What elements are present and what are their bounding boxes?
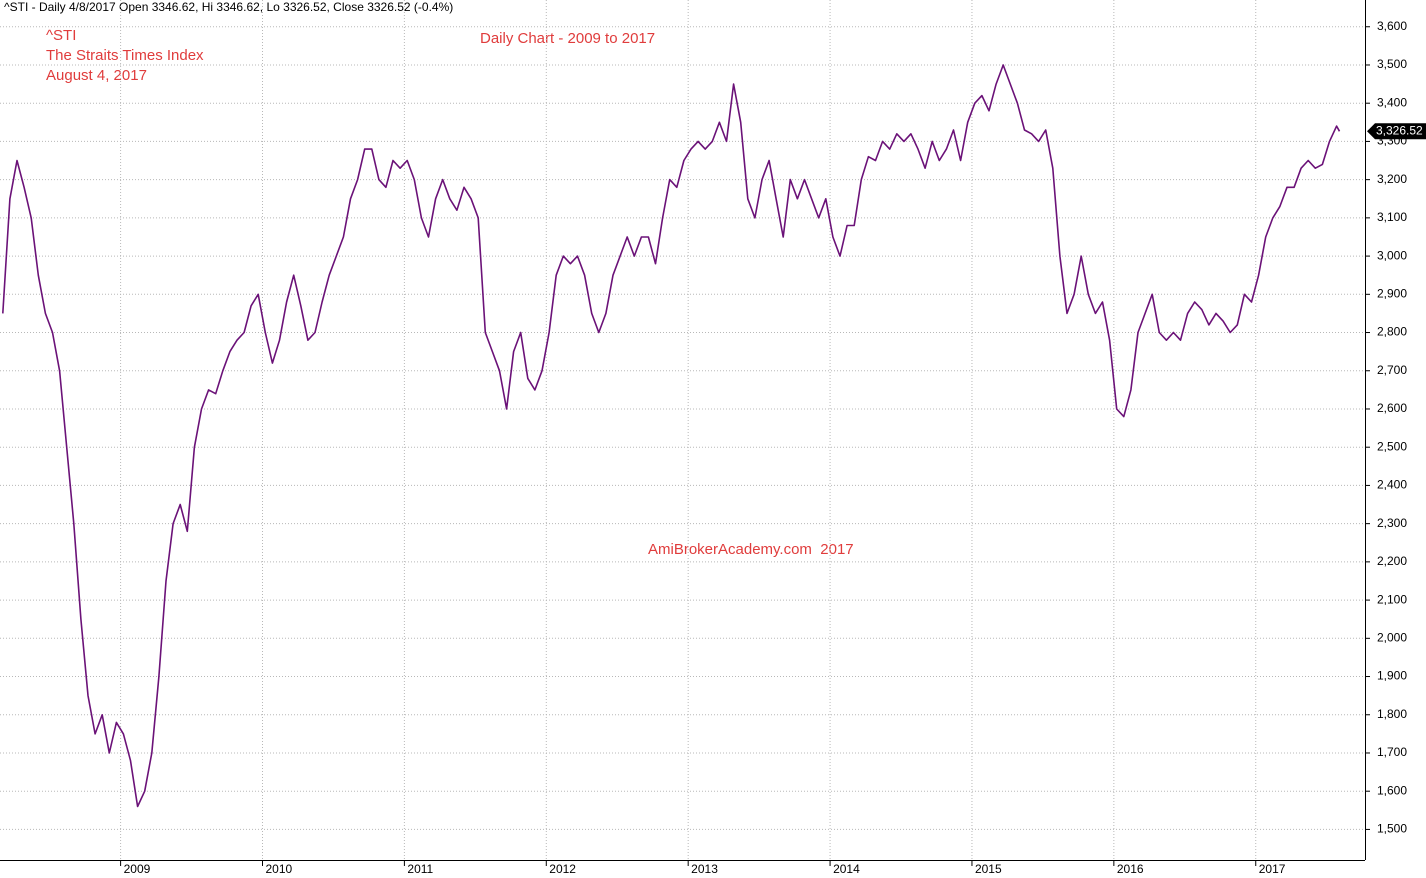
y-tick-label: 2,400 — [1377, 478, 1407, 492]
y-tick-label: 1,900 — [1377, 669, 1407, 683]
chart-title: Daily Chart - 2009 to 2017 — [480, 30, 655, 47]
y-tick-label: 2,500 — [1377, 439, 1407, 453]
x-tick-label: 2012 — [549, 862, 576, 876]
x-tick-label: 2014 — [833, 862, 860, 876]
annotation: August 4, 2017 — [46, 67, 147, 84]
chart-header: ^STI - Daily 4/8/2017 Open 3346.62, Hi 3… — [4, 0, 453, 14]
y-tick-label: 1,700 — [1377, 745, 1407, 759]
y-tick-label: 2,900 — [1377, 286, 1407, 300]
y-tick-label: 2,200 — [1377, 554, 1407, 568]
x-tick-label: 2009 — [124, 862, 151, 876]
price-line — [2, 64, 1341, 808]
y-tick-label: 2,600 — [1377, 401, 1407, 415]
x-tick-label: 2013 — [691, 862, 718, 876]
last-price-box — [1367, 123, 1426, 140]
x-tick-label: 2011 — [407, 862, 433, 876]
y-tick-label: 3,200 — [1377, 172, 1407, 186]
x-tick-label: 2016 — [1117, 862, 1144, 876]
y-tick-label: 3,500 — [1377, 57, 1407, 71]
y-tick-label: 2,300 — [1377, 516, 1407, 530]
last-price-label: 3,326.52 — [1376, 123, 1423, 137]
y-tick-label: 2,700 — [1377, 363, 1407, 377]
watermark: AmiBrokerAcademy.com 2017 — [648, 541, 854, 558]
y-tick-label: 1,500 — [1377, 822, 1407, 836]
x-tick-label: 2015 — [975, 862, 1002, 876]
y-tick-label: 2,800 — [1377, 325, 1407, 339]
y-tick-label: 3,100 — [1377, 210, 1407, 224]
y-tick-label: 1,600 — [1377, 783, 1407, 797]
x-tick-label: 2017 — [1259, 862, 1286, 876]
y-tick-label: 2,100 — [1377, 592, 1407, 606]
y-tick-label: 3,000 — [1377, 248, 1407, 262]
y-tick-label: 3,600 — [1377, 19, 1407, 33]
y-tick-label: 2,000 — [1377, 630, 1407, 644]
x-tick-label: 2010 — [266, 862, 293, 876]
annotation: ^STI — [46, 27, 76, 44]
y-tick-label: 3,400 — [1377, 95, 1407, 109]
annotation: The Straits Times Index — [46, 47, 204, 64]
y-tick-label: 1,800 — [1377, 707, 1407, 721]
